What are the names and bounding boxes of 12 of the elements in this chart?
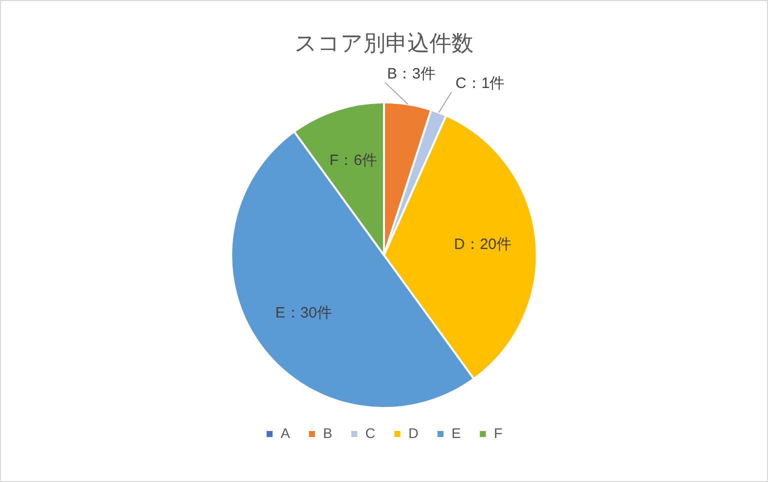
legend-label: C [365,424,376,441]
data-label: C：1件 [456,75,505,92]
legend-label: A [280,424,291,441]
data-label: F：6件 [330,152,378,169]
legend-label: D [408,424,419,441]
legend-label: E [452,424,461,441]
legend-label: B [322,424,332,441]
data-label: B：3件 [387,66,436,83]
data-label: D：20件 [454,236,512,253]
legend-label: F [494,424,502,441]
chart-title: スコア別申込件数 [294,30,474,56]
data-label: E：30件 [275,304,332,322]
